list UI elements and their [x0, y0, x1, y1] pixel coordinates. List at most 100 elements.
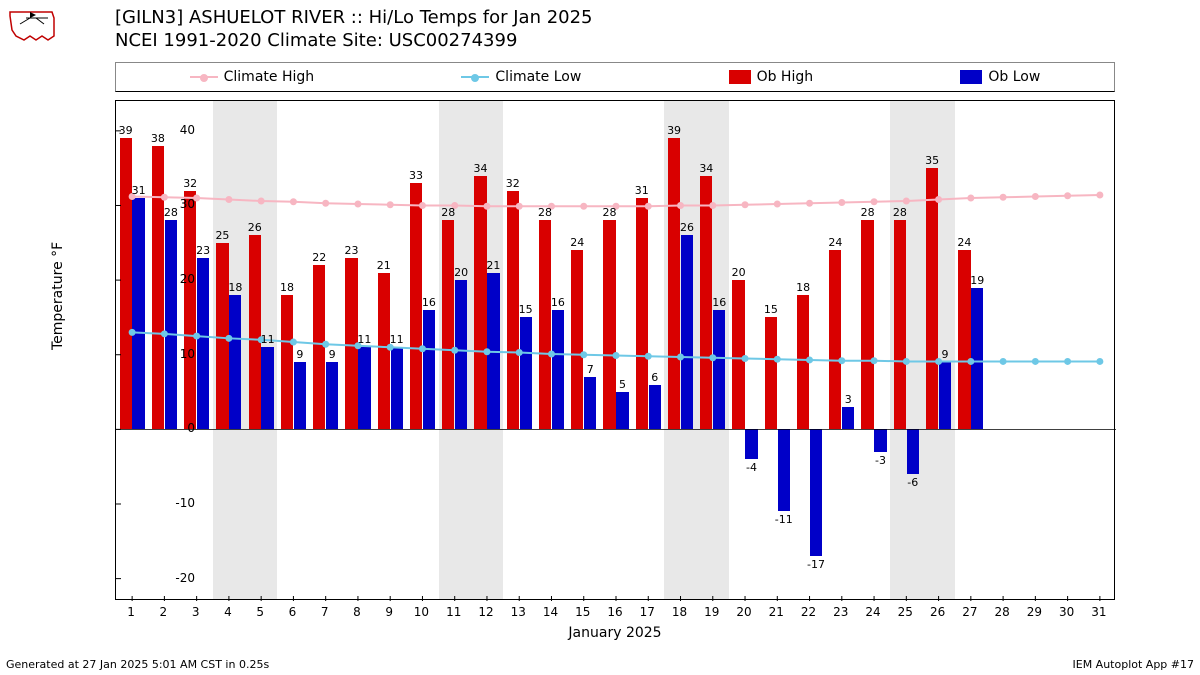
legend-ob-low: Ob Low — [960, 69, 1040, 85]
x-tick: 11 — [446, 605, 461, 619]
bar-ob-high-label: 38 — [151, 132, 165, 145]
bar-ob-high — [216, 243, 228, 430]
bar-ob-high — [894, 220, 906, 429]
bar-ob-low-label: 18 — [228, 281, 242, 294]
line-climate-high-point — [838, 199, 845, 206]
bar-ob-low — [681, 235, 693, 429]
bar-ob-high-label: 33 — [409, 169, 423, 182]
legend-ob-high: Ob High — [729, 69, 814, 85]
x-tick: 27 — [962, 605, 977, 619]
bar-ob-high — [507, 191, 519, 430]
bar-ob-high-label: 20 — [732, 266, 746, 279]
x-tick: 8 — [353, 605, 361, 619]
bar-ob-high-label: 28 — [893, 206, 907, 219]
y-tick: 10 — [165, 347, 195, 361]
bar-ob-low-label: -4 — [746, 461, 757, 474]
line-climate-high-point — [322, 200, 329, 207]
bar-ob-high — [668, 138, 680, 429]
bar-ob-high-label: 28 — [538, 206, 552, 219]
x-axis-label: January 2025 — [115, 625, 1115, 641]
bar-ob-high-label: 28 — [861, 206, 875, 219]
bar-ob-high — [829, 250, 841, 429]
bar-ob-low — [391, 347, 403, 429]
x-tick: 10 — [414, 605, 429, 619]
bar-ob-low-label: -6 — [907, 476, 918, 489]
bar-ob-low-label: 11 — [390, 333, 404, 346]
bar-ob-high-label: 28 — [603, 206, 617, 219]
footer-app: IEM Autoplot App #17 — [1073, 658, 1195, 671]
bar-ob-low-label: 21 — [486, 259, 500, 272]
bar-ob-low — [907, 429, 919, 474]
bar-ob-high-label: 35 — [925, 154, 939, 167]
bar-ob-high — [926, 168, 938, 429]
bar-ob-low — [326, 362, 338, 429]
y-tick: 30 — [165, 197, 195, 211]
x-tick: 20 — [736, 605, 751, 619]
y-tick: 20 — [165, 272, 195, 286]
site-logo — [6, 6, 58, 47]
bar-ob-low — [939, 362, 951, 429]
x-tick: 23 — [833, 605, 848, 619]
chart-plot-area: 3931382832232518261118922923112111331628… — [115, 100, 1115, 600]
x-tick: 28 — [994, 605, 1009, 619]
bar-ob-high-label: 39 — [119, 124, 133, 137]
line-climate-high-point — [1064, 192, 1071, 199]
line-climate-high-point — [354, 200, 361, 207]
bar-ob-high — [861, 220, 873, 429]
x-tick: 21 — [769, 605, 784, 619]
bar-ob-low — [971, 288, 983, 430]
bar-ob-low-label: 23 — [196, 244, 210, 257]
bar-ob-low — [745, 429, 757, 459]
bar-ob-low-label: -17 — [807, 558, 825, 571]
bar-ob-low-label: -11 — [775, 513, 793, 526]
bar-ob-high-label: 22 — [312, 251, 326, 264]
legend: Climate High Climate Low Ob High Ob Low — [115, 62, 1115, 92]
bar-ob-low — [197, 258, 209, 430]
bar-ob-low — [584, 377, 596, 429]
x-tick: 7 — [321, 605, 329, 619]
bar-ob-high-label: 25 — [215, 229, 229, 242]
bar-ob-low — [455, 280, 467, 429]
bar-ob-high-label: 32 — [183, 177, 197, 190]
bar-ob-low — [778, 429, 790, 511]
bar-ob-high-label: 24 — [570, 236, 584, 249]
line-climate-high-point — [967, 195, 974, 202]
bar-ob-high-label: 23 — [344, 244, 358, 257]
bar-ob-high-label: 26 — [248, 221, 262, 234]
x-tick: 14 — [543, 605, 558, 619]
bar-ob-low-label: 6 — [651, 371, 658, 384]
legend-climate-low: Climate Low — [461, 69, 581, 85]
bar-ob-low-label: 16 — [551, 296, 565, 309]
bar-ob-high — [571, 250, 583, 429]
bar-ob-low — [229, 295, 241, 429]
line-climate-high-point — [806, 200, 813, 207]
y-axis-label: Temperature °F — [50, 242, 66, 350]
bar-ob-high — [345, 258, 357, 430]
line-climate-high-point — [387, 201, 394, 208]
bar-ob-high — [765, 317, 777, 429]
line-climate-high-point — [871, 198, 878, 205]
bar-ob-low-label: 31 — [132, 184, 146, 197]
bar-ob-high-label: 28 — [441, 206, 455, 219]
footer-generated: Generated at 27 Jan 2025 5:01 AM CST in … — [6, 658, 269, 671]
x-tick: 18 — [672, 605, 687, 619]
bar-ob-low — [165, 220, 177, 429]
bar-ob-high-label: 18 — [280, 281, 294, 294]
line-climate-high-point — [1096, 192, 1103, 199]
bar-ob-low — [294, 362, 306, 429]
bar-ob-high — [797, 295, 809, 429]
bar-ob-high-label: 15 — [764, 303, 778, 316]
bar-ob-high — [539, 220, 551, 429]
y-tick: 40 — [165, 123, 195, 137]
bar-ob-low-label: 11 — [261, 333, 275, 346]
bar-ob-high-label: 39 — [667, 124, 681, 137]
bar-ob-high — [152, 146, 164, 430]
line-climate-low-point — [1032, 358, 1039, 365]
bar-ob-high — [410, 183, 422, 429]
bar-ob-high-label: 32 — [506, 177, 520, 190]
x-tick: 31 — [1091, 605, 1106, 619]
line-climate-low-point — [1000, 358, 1007, 365]
bar-ob-low-label: 19 — [970, 274, 984, 287]
line-climate-high-point — [290, 198, 297, 205]
x-tick: 26 — [930, 605, 945, 619]
